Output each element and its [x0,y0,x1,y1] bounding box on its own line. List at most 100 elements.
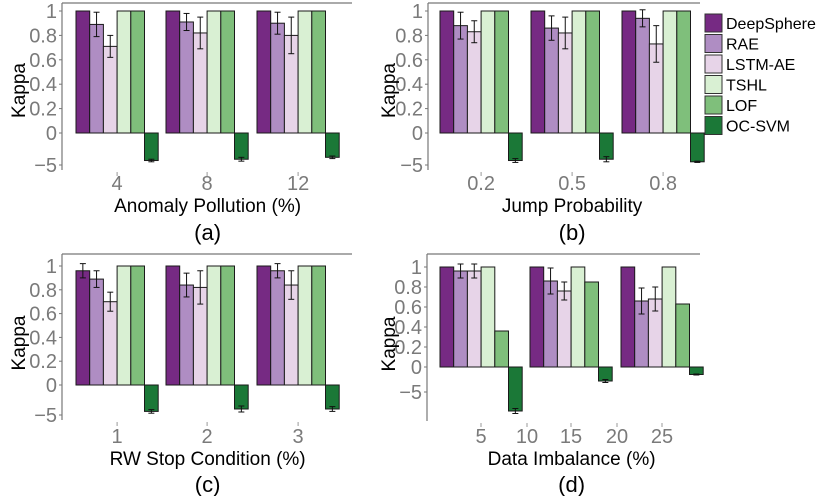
bar-deepsphere [165,10,181,134]
legend-item: LOF [704,95,757,115]
bar-deepsphere [439,266,455,368]
x-axis-label: Jump Probability [502,196,643,217]
y-tick-label: 0.4 [29,74,57,96]
bar-oc-svm [599,132,614,160]
bar-tshl [480,10,496,134]
bar-deepsphere [256,10,272,134]
legend-item: DeepSphere [704,13,816,33]
bar-lstm-ae [102,301,118,386]
y-tick-label: 1 [46,1,57,23]
y-tick-label: 0.6 [394,297,422,319]
bar-lof [220,10,236,134]
legend-label: RAE [726,37,759,54]
bar-deepsphere [75,270,91,386]
bar-tshl [570,266,586,368]
x-tick-label: 0.5 [558,173,586,195]
legend-item: OC-SVM [704,116,790,136]
bar-oc-svm [234,132,249,160]
y-tick-label: 0.2 [29,99,57,121]
bar-lof [494,10,509,134]
legend-swatch [704,116,723,135]
y-tick-label: 0.2 [29,351,57,373]
x-tick-label: 15 [560,426,582,448]
y-axis-label: Kappa [379,63,400,118]
x-tick-label: 5 [475,426,486,448]
bar-oc-svm [508,132,523,162]
y-tick-label: 0.2 [394,337,422,359]
bar-oc-svm [689,366,704,375]
bar-lof [584,281,599,368]
bar-oc-svm [325,132,340,158]
bar-lstm-ae [466,31,482,134]
legend-swatch [704,54,723,74]
y-tick-label: 0.8 [29,280,57,302]
panel-label: (c) [195,472,221,496]
y-tick-label: −5 [400,155,423,177]
bar-tshl [480,266,496,368]
y-tick-label: 0.4 [29,327,57,349]
bar-lof [311,10,326,134]
y-tick-label: −5 [34,405,57,427]
x-tick-label: 1 [112,426,123,448]
bar-tshl [571,10,587,134]
bar-lof [311,265,326,386]
y-axis-label: Kappa [379,316,400,371]
legend-swatch [704,13,723,33]
x-axis-label: Data Imbalance (%) [488,449,656,470]
bar-oc-svm [508,366,523,412]
y-tick-label: −5 [34,155,57,177]
bar-lof [675,303,690,368]
bar-deepsphere [256,265,272,386]
bar-tshl [297,265,313,386]
bar-rae [453,25,468,134]
y-tick-label: 0.2 [395,99,423,121]
panel-label: (b) [559,220,586,245]
legend-item: LSTM-AE [704,54,795,74]
y-tick-label: 1 [411,257,422,279]
bar-oc-svm [234,384,249,410]
legend-label: LOF [726,98,757,115]
bar-deepsphere [621,10,637,134]
bar-tshl [116,265,132,386]
legend-label: TSHL [726,78,767,95]
bar-oc-svm [690,132,705,163]
y-tick-label: 0 [46,123,57,145]
bar-deepsphere [530,10,546,134]
bar-lstm-ae [556,290,572,368]
bar-rae [179,21,194,134]
bar-rae [270,22,285,134]
legend: DeepSphere RAE LSTM-AE TSHL LOF OC-SVM [704,13,816,136]
x-axis-label: Anomaly Pollution (%) [114,196,301,217]
y-tick-label: 0.4 [395,74,423,96]
bar-rae [544,27,559,134]
bar-lof [494,330,509,368]
legend-item: RAE [704,34,759,54]
legend-swatch [704,95,723,115]
bar-lstm-ae [283,284,299,386]
bar-tshl [206,10,222,134]
y-tick-label: 0 [412,123,423,145]
bar-oc-svm [144,132,159,162]
bar-deepsphere [529,266,545,368]
bar-lstm-ae [102,45,118,134]
y-tick-label: 0.8 [394,277,422,299]
y-tick-label: 0 [46,375,57,397]
legend-swatch [704,75,723,94]
y-axis-label: Kappa [9,315,30,370]
x-axis-label: RW Stop Condition (%) [110,449,306,470]
bar-tshl [206,265,222,386]
bar-deepsphere [620,266,636,368]
legend-label: LSTM-AE [726,57,795,74]
bar-rae [179,284,194,386]
bar-lof [676,10,691,134]
y-axis-label: Kappa [9,63,30,118]
x-tick-label: 8 [202,173,213,195]
bar-rae [270,270,285,386]
bar-lof [220,265,236,386]
bar-deepsphere [439,10,455,134]
y-tick-label: 1 [46,256,57,278]
bar-deepsphere [75,10,91,134]
